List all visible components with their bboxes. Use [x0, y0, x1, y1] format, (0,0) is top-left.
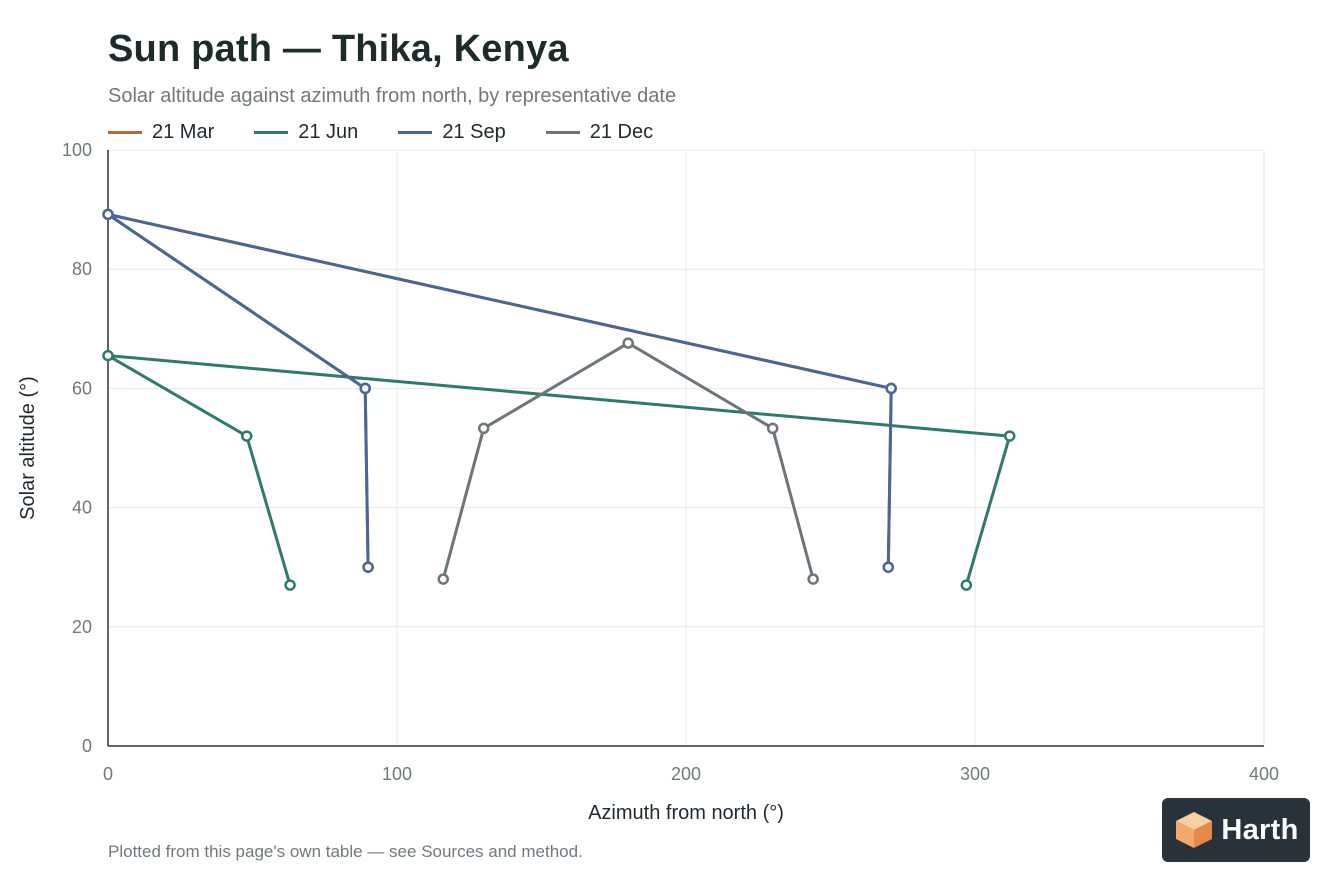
x-tick-label: 300 — [960, 764, 990, 784]
legend-label: 21 Jun — [298, 120, 359, 143]
data-point — [362, 561, 374, 573]
x-tick-label: 100 — [382, 764, 412, 784]
legend-item: 21 Dec — [545, 120, 654, 144]
data-point — [885, 382, 897, 395]
data-point — [240, 430, 253, 442]
x-axis-title: Azimuth from north (°) — [588, 802, 784, 824]
y-tick-label: 80 — [72, 259, 92, 279]
legend-label: 21 Sep — [442, 120, 506, 143]
data-point — [960, 579, 973, 591]
legend-swatch — [398, 130, 433, 134]
chart-title: Sun path — Thika, Kenya — [108, 28, 569, 70]
y-tick-label: 100 — [62, 140, 92, 160]
legend-item: 21 Sep — [398, 120, 506, 144]
data-point — [882, 561, 895, 573]
y-tick-label: 0 — [82, 736, 92, 756]
data-point — [284, 579, 296, 591]
cube-logo-icon — [1176, 812, 1213, 848]
data-point — [1003, 430, 1016, 442]
data-point — [102, 349, 114, 362]
legend-swatch — [545, 130, 580, 134]
data-point — [622, 337, 634, 349]
legend-label: 21 Mar — [152, 120, 215, 143]
y-axis-title: Solar altitude (°) — [17, 376, 39, 520]
legend-swatch — [108, 130, 142, 134]
footnote: Plotted from this page's own table — see… — [108, 842, 583, 861]
data-point — [766, 422, 779, 435]
legend-swatch — [254, 130, 289, 134]
data-point — [437, 573, 449, 585]
x-tick-label: 200 — [671, 764, 701, 784]
legend: 21 Mar 21 Jun 21 Sep 21 Dec — [108, 120, 693, 144]
data-point — [477, 422, 490, 435]
data-point — [359, 382, 371, 395]
y-tick-label: 20 — [72, 617, 92, 637]
chart-subtitle: Solar altitude against azimuth from nort… — [108, 85, 677, 107]
x-tick-label: 400 — [1249, 764, 1279, 784]
series-line — [106, 354, 1012, 587]
series-line — [441, 341, 815, 581]
y-tick-label: 40 — [72, 498, 92, 518]
brand-name: Harth — [1221, 813, 1299, 846]
brand-badge[interactable]: Harth — [1162, 798, 1310, 862]
x-tick-label: 0 — [103, 764, 113, 784]
y-tick-label: 60 — [72, 378, 92, 398]
data-point — [807, 573, 819, 585]
legend-label: 21 Dec — [589, 120, 654, 143]
data-point — [102, 208, 114, 221]
legend-item: 21 Mar — [108, 121, 214, 144]
legend-item: 21 Jun — [254, 121, 358, 144]
